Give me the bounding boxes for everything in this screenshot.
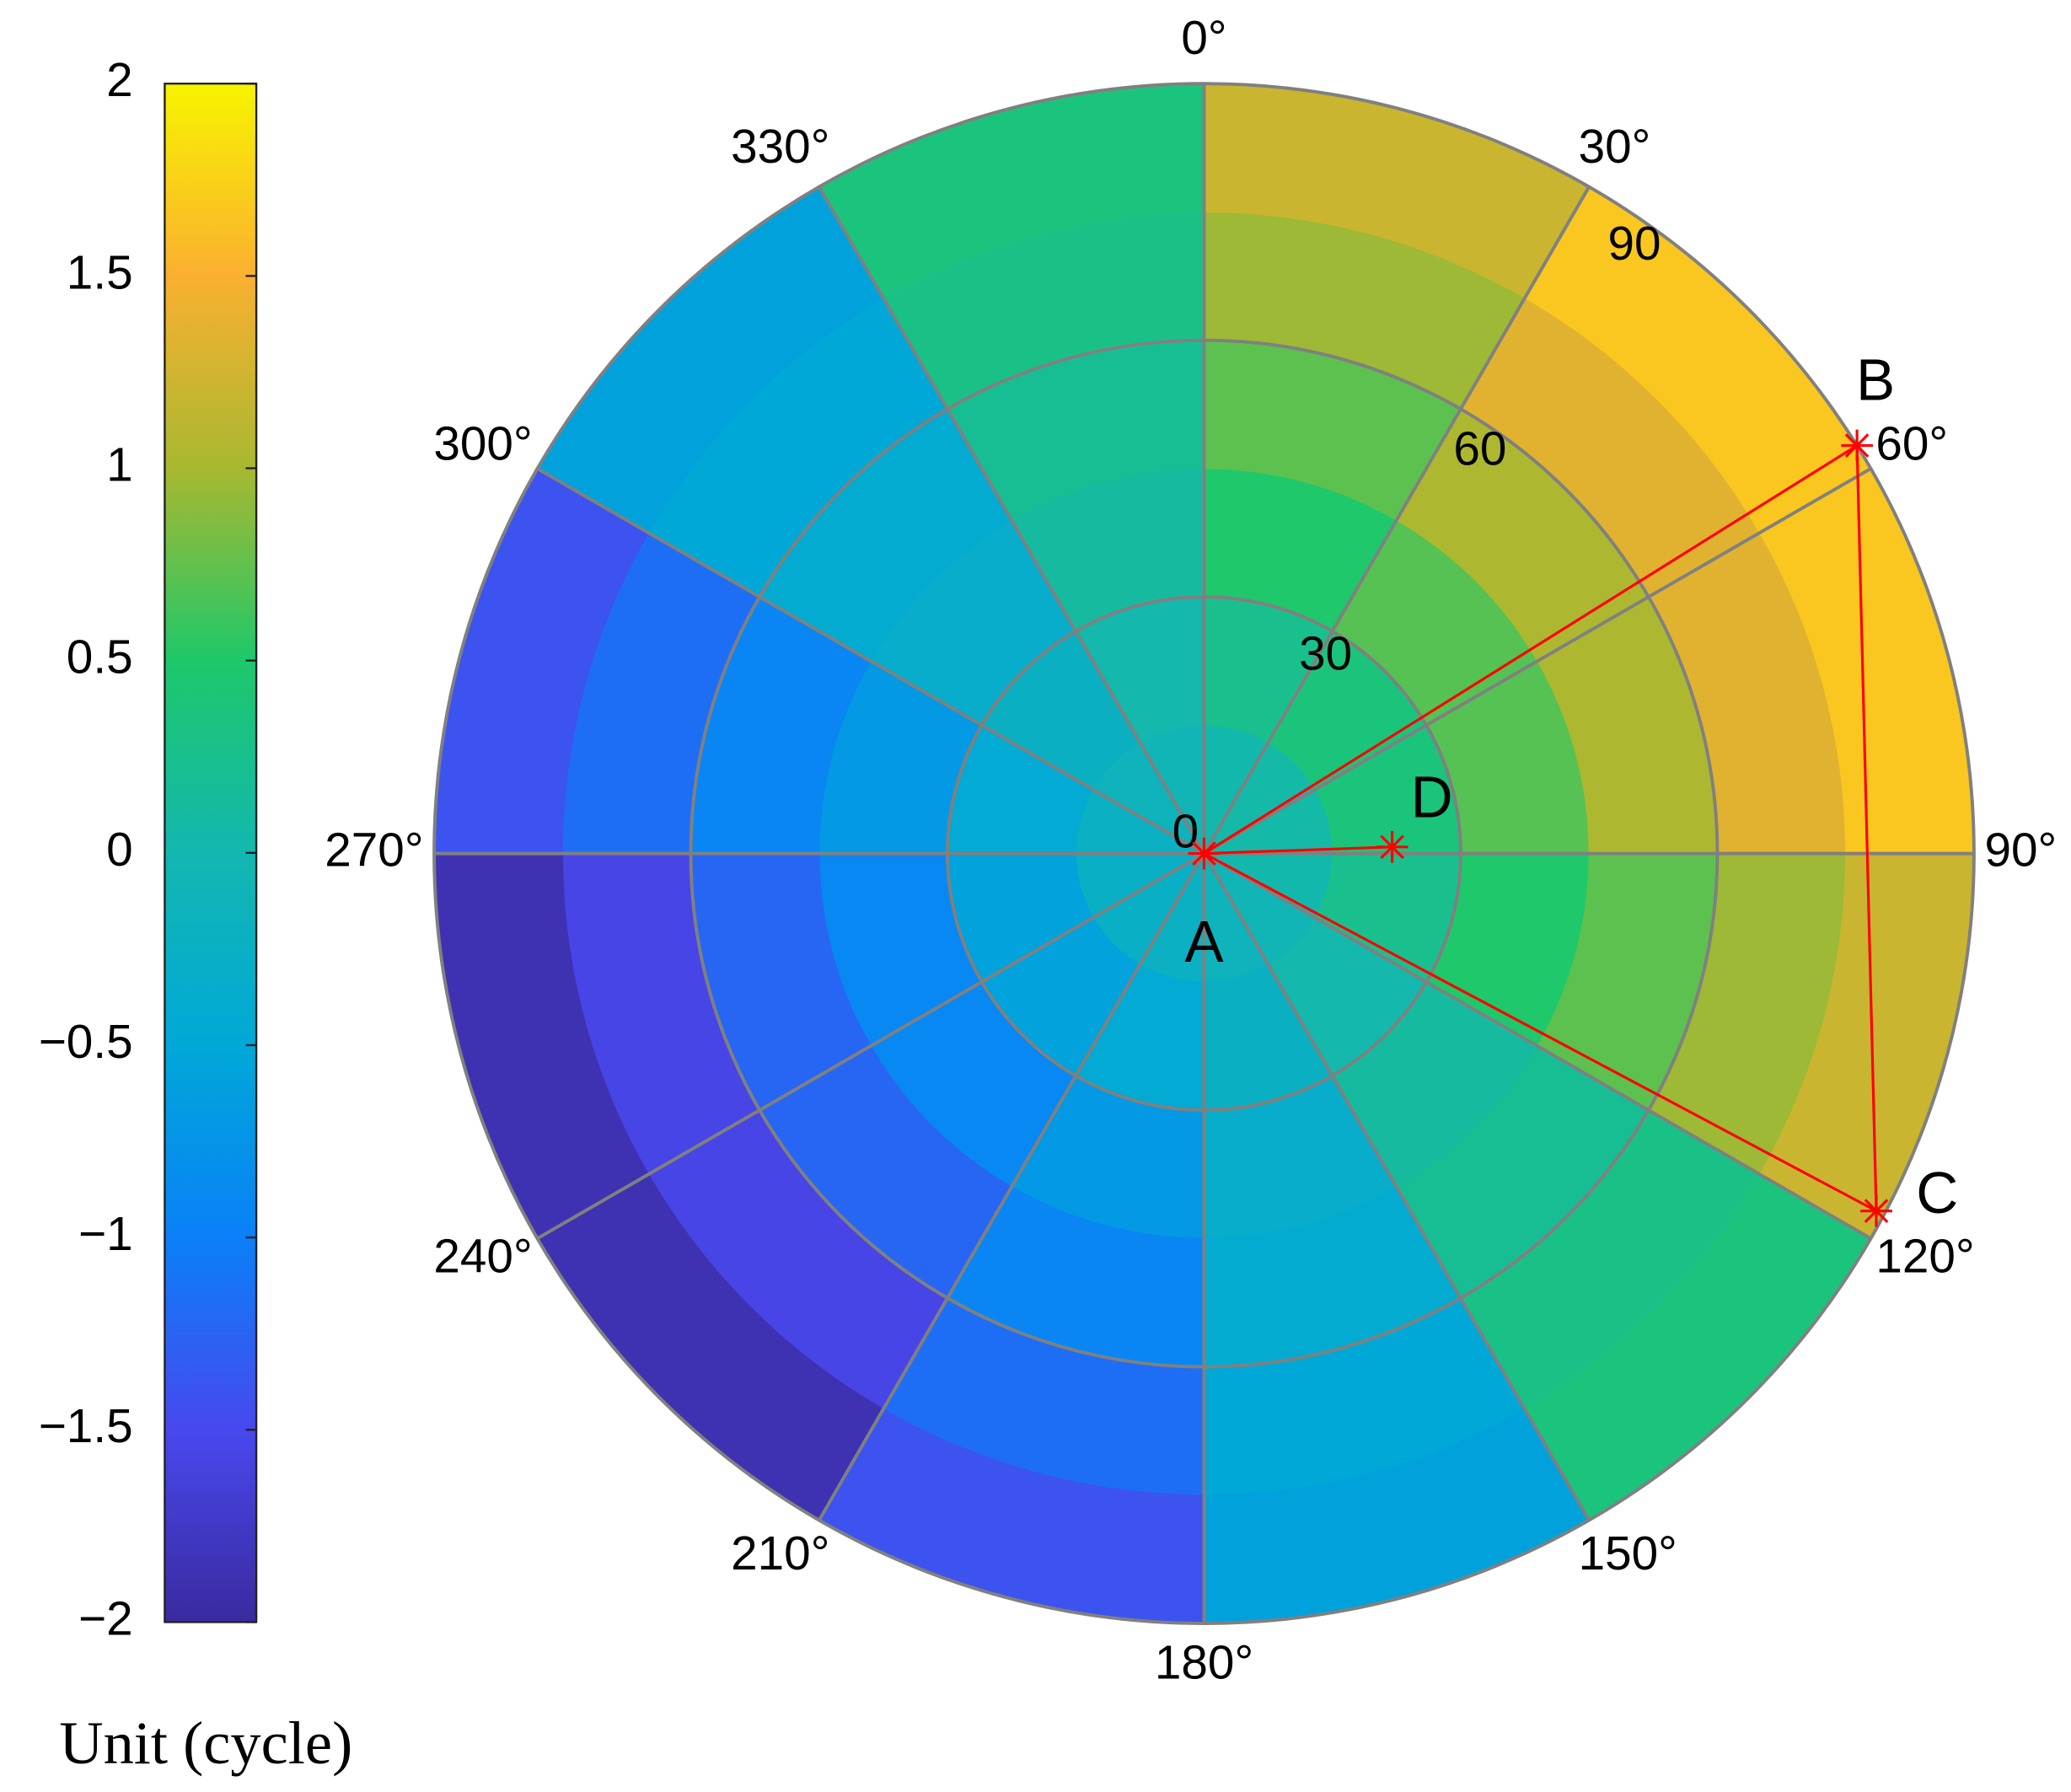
colorbar-tick-label: 1.5 bbox=[67, 246, 133, 299]
point-marker bbox=[1188, 837, 1221, 870]
point-marker bbox=[1376, 830, 1408, 863]
marker-stroke bbox=[1864, 1199, 1889, 1223]
colorbar-tick-label: 2 bbox=[106, 54, 133, 107]
spoke bbox=[1203, 467, 1872, 856]
point-label: C bbox=[1916, 1160, 1958, 1226]
theta-tick-label: 210° bbox=[731, 1527, 829, 1580]
spoke bbox=[1203, 851, 1872, 1241]
theta-tick-label: 60° bbox=[1875, 418, 1948, 471]
spoke bbox=[1202, 852, 1591, 1521]
point-label: D bbox=[1411, 765, 1453, 830]
theta-tick-label: 240° bbox=[433, 1230, 532, 1283]
spoke bbox=[818, 852, 1206, 1521]
colorbar-tick-label: −2 bbox=[78, 1592, 133, 1645]
connector bbox=[1204, 845, 1392, 856]
colorbar-tick-label: 0 bbox=[106, 824, 133, 877]
r-tick-label: 90 bbox=[1608, 217, 1661, 271]
connector bbox=[1203, 852, 1877, 1213]
connector bbox=[1203, 444, 1858, 855]
colorbar-label: Unit (cycle) bbox=[59, 1709, 352, 1777]
colorbar-tick-label: 1 bbox=[106, 438, 133, 491]
marker-stroke bbox=[1192, 841, 1216, 866]
ring bbox=[432, 82, 1976, 1625]
point-marker bbox=[1860, 1194, 1892, 1227]
marker-stroke bbox=[1380, 834, 1404, 860]
spoke bbox=[1202, 185, 1591, 855]
marker-stroke bbox=[1844, 433, 1870, 458]
colorbar-tick-label: 0.5 bbox=[67, 631, 133, 684]
theta-tick-label: 0° bbox=[1181, 12, 1226, 65]
ring bbox=[689, 338, 1720, 1369]
point-label: A bbox=[1184, 909, 1224, 974]
theta-tick-label: 180° bbox=[1155, 1636, 1253, 1689]
spoke bbox=[536, 467, 1205, 856]
r-tick-label: 30 bbox=[1299, 627, 1352, 680]
theta-tick-label: 330° bbox=[731, 121, 829, 174]
colorbar-tick-label: −1 bbox=[78, 1208, 133, 1261]
spoke bbox=[536, 851, 1205, 1241]
theta-tick-label: 270° bbox=[325, 824, 423, 877]
r-tick-label: 60 bbox=[1453, 422, 1506, 475]
theta-tick-label: 150° bbox=[1579, 1527, 1677, 1580]
point-marker bbox=[1841, 429, 1874, 462]
theta-tick-label: 30° bbox=[1579, 121, 1651, 174]
colorbar bbox=[164, 83, 258, 1623]
r-tick-label: 0 bbox=[1172, 806, 1199, 859]
connector bbox=[1855, 445, 1878, 1211]
spoke bbox=[818, 185, 1206, 855]
ring bbox=[946, 595, 1462, 1113]
theta-tick-label: 120° bbox=[1875, 1230, 1974, 1283]
theta-tick-label: 300° bbox=[433, 418, 532, 471]
colorbar-tick-label: −1.5 bbox=[39, 1400, 133, 1453]
point-label: B bbox=[1856, 346, 1895, 412]
colorbar-tick-label: −0.5 bbox=[39, 1016, 133, 1069]
theta-tick-label: 90° bbox=[1984, 824, 2057, 877]
